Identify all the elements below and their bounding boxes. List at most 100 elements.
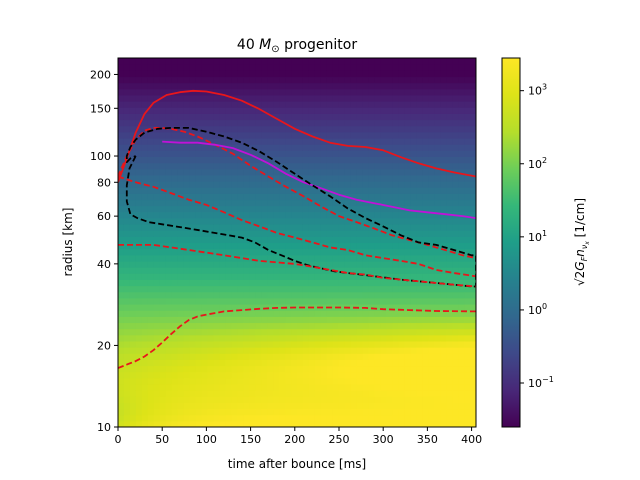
heatmap-cell <box>273 205 280 213</box>
heatmap-cell <box>171 101 179 108</box>
heatmap-cell <box>135 390 143 397</box>
heatmap-cell <box>416 371 423 379</box>
heatmap-cell <box>135 402 143 410</box>
heatmap-cell <box>398 402 405 410</box>
heatmap-cell <box>332 254 340 262</box>
heatmap-cell <box>297 285 304 293</box>
heatmap-cell <box>129 322 137 330</box>
heatmap-cell <box>344 316 352 324</box>
heatmap-cell <box>291 64 298 71</box>
heatmap-cell <box>159 383 167 391</box>
heatmap-cell <box>153 137 161 145</box>
heatmap-cell <box>279 156 286 164</box>
heatmap-cell <box>165 316 173 324</box>
x-tick-label: 250 <box>328 433 349 446</box>
heatmap-cell <box>147 236 155 244</box>
heatmap-cell <box>314 187 322 194</box>
heatmap-cell <box>159 168 167 176</box>
heatmap-cell <box>356 76 364 84</box>
heatmap-cell <box>123 304 131 311</box>
heatmap-cell <box>320 371 328 379</box>
heatmap-cell <box>452 322 459 330</box>
heatmap-cell <box>434 64 441 71</box>
heatmap-cell <box>362 408 370 416</box>
heatmap-cell <box>392 236 400 244</box>
heatmap-cell <box>386 267 394 274</box>
heatmap-cell <box>279 94 286 102</box>
heatmap-cell <box>118 383 125 391</box>
heatmap-cell <box>159 131 167 139</box>
heatmap-cell <box>285 236 292 244</box>
heatmap-cell <box>159 150 167 157</box>
heatmap-cell <box>177 390 185 397</box>
heatmap-cell <box>422 383 429 391</box>
heatmap-cell <box>183 420 191 427</box>
heatmap-cell <box>255 82 262 90</box>
heatmap-cell <box>219 340 226 348</box>
heatmap-cell <box>356 113 364 121</box>
heatmap-cell <box>410 267 417 274</box>
heatmap-cell <box>147 334 155 342</box>
heatmap-cell <box>261 408 268 416</box>
heatmap-cell <box>428 322 435 330</box>
heatmap-cell <box>129 187 137 194</box>
heatmap-cell <box>458 131 465 139</box>
heatmap-cell <box>123 359 131 367</box>
heatmap-cell <box>261 291 268 299</box>
heatmap-cell <box>219 101 226 108</box>
heatmap-cell <box>392 150 400 157</box>
heatmap-cell <box>368 334 376 342</box>
heatmap-cell <box>320 414 328 422</box>
heatmap-cell <box>458 174 465 182</box>
heatmap-cell <box>207 174 215 182</box>
heatmap-cell <box>392 377 400 385</box>
heatmap-cell <box>404 420 411 427</box>
heatmap-cell <box>141 76 149 84</box>
heatmap-cell <box>410 390 417 397</box>
heatmap-cell <box>446 125 453 133</box>
heatmap-cell <box>285 279 292 287</box>
heatmap-cell <box>118 131 125 139</box>
heatmap-cell <box>141 70 149 78</box>
heatmap-cell <box>231 70 238 78</box>
heatmap-cell <box>314 101 322 108</box>
heatmap-cell <box>464 322 471 330</box>
heatmap-cell <box>213 156 221 164</box>
heatmap-cell <box>225 248 232 256</box>
heatmap-cell <box>171 316 179 324</box>
heatmap-cell <box>261 297 268 305</box>
heatmap-cell <box>225 347 232 354</box>
heatmap-cell <box>273 70 280 78</box>
heatmap-cell <box>464 267 471 274</box>
heatmap-cell <box>380 94 388 102</box>
heatmap-cell <box>201 94 209 102</box>
heatmap-cell <box>189 94 197 102</box>
heatmap-cell <box>344 267 352 274</box>
heatmap-cell <box>362 396 370 403</box>
heatmap-cell <box>386 76 394 84</box>
heatmap-cell <box>171 371 179 379</box>
heatmap-cell <box>314 267 322 274</box>
heatmap-cell <box>129 402 137 410</box>
heatmap-cell <box>118 242 125 250</box>
heatmap-cell <box>141 334 149 342</box>
heatmap-cell <box>225 359 232 367</box>
heatmap-cell <box>374 334 382 342</box>
heatmap-cell <box>374 58 382 65</box>
heatmap-cell <box>314 402 322 410</box>
heatmap-cell <box>386 334 394 342</box>
heatmap-cell <box>434 144 441 151</box>
heatmap-cell <box>249 168 256 176</box>
heatmap-cell <box>434 291 441 299</box>
heatmap-cell <box>183 144 191 151</box>
heatmap-cell <box>362 260 370 268</box>
heatmap-cell <box>207 340 215 348</box>
heatmap-cell <box>422 297 429 305</box>
heatmap-cell <box>374 365 382 373</box>
heatmap-cell <box>350 408 358 416</box>
heatmap-cell <box>356 353 364 360</box>
heatmap-cell <box>195 396 203 403</box>
heatmap-cell <box>332 334 340 342</box>
heatmap-cell <box>279 82 286 90</box>
heatmap-cell <box>237 390 244 397</box>
